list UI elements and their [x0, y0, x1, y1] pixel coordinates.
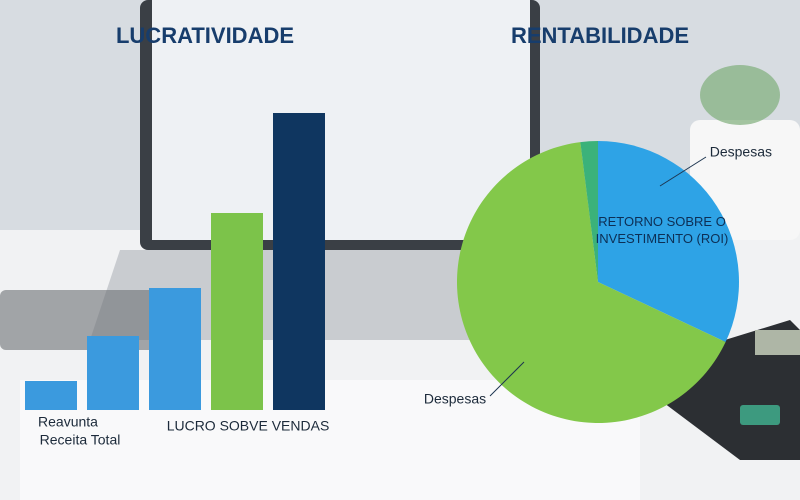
callout-line	[489, 361, 525, 397]
tablet	[0, 290, 180, 350]
bar-annotation: Receita Total	[40, 432, 121, 448]
bar	[149, 288, 201, 410]
slice-label: Despesas	[424, 391, 486, 407]
pie	[457, 141, 739, 424]
chart-title: RENTABILIDADE	[511, 23, 689, 48]
callout-line	[659, 156, 707, 187]
pie-slice	[457, 142, 726, 424]
pie-slice	[598, 141, 739, 343]
pie-annotation: Despesas	[710, 144, 772, 160]
chart-title: LUCRATIVIDADE	[116, 23, 294, 48]
bar-annotation: LUCRO SOBVE VENDAS	[167, 418, 330, 434]
laptop-display	[152, 0, 530, 240]
plant	[700, 65, 780, 125]
bar	[211, 213, 263, 410]
bar	[273, 113, 325, 410]
bar	[25, 381, 77, 410]
slice-label: RETORNO SOBRE O INVESTIMENTO (ROI)	[595, 214, 729, 246]
calculator-key	[740, 405, 780, 425]
bar-annotation: Reavunta	[38, 414, 98, 430]
pie-slice	[580, 141, 598, 282]
calculator-display	[755, 330, 800, 355]
bar	[87, 336, 139, 410]
